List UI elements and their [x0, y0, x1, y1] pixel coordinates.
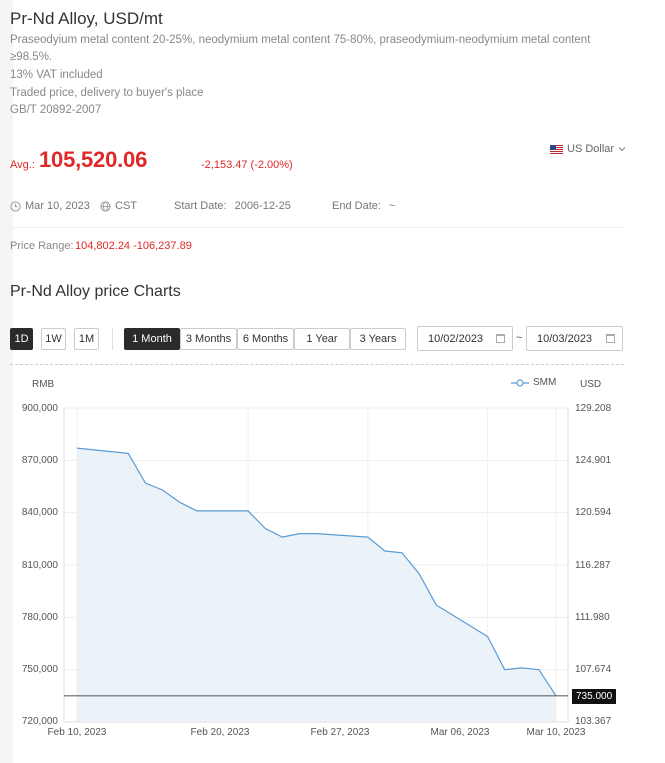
date-to-value: 10/03/2023 [537, 332, 593, 345]
x-tick: Feb 10, 2023 [47, 727, 107, 738]
page-scrollbar[interactable] [0, 0, 13, 763]
legend-label: SMM [533, 377, 557, 388]
y-tick-right: 129.208 [575, 403, 612, 414]
date-range-separator: ~ [516, 332, 523, 344]
x-tick: Feb 27, 2023 [310, 727, 370, 738]
left-axis-label: RMB [32, 379, 55, 390]
start-date-value: 2006-12-25 [234, 200, 291, 212]
y-tick-left: 780,000 [21, 612, 58, 623]
interval-1m-button[interactable]: 1M [74, 328, 99, 350]
product-description-line: GB/T 20892-2007 [10, 104, 102, 116]
y-tick-right: 124.901 [575, 455, 612, 466]
globe-icon [100, 200, 111, 212]
y-tick-left: 810,000 [21, 560, 58, 571]
x-tick: Mar 10, 2023 [526, 727, 586, 738]
price-change: -2,153.47 (-2.00%) [201, 159, 293, 171]
period-3-months-button[interactable]: 3 Months [180, 328, 237, 350]
product-description-line: Traded price, delivery to buyer's place [10, 87, 204, 99]
chart-divider [10, 364, 624, 365]
price-line [76, 447, 557, 697]
y-tick-right: 107.674 [575, 664, 612, 675]
product-description-line: 13% VAT included [10, 69, 103, 81]
period-1-month-button[interactable]: 1 Month [124, 328, 180, 350]
clock-icon [10, 200, 21, 212]
y-tick-left: 900,000 [21, 403, 58, 414]
calendar-icon [606, 334, 615, 343]
x-tick: Feb 20, 2023 [190, 727, 250, 738]
y-tick-right: 120.594 [575, 507, 612, 518]
date-to-input[interactable]: 10/03/2023 [526, 326, 623, 351]
date-from-input[interactable]: 10/02/2023 [417, 326, 513, 351]
price-date-value: Mar 10, 2023 [25, 200, 90, 212]
y-tick-left: 720,000 [21, 716, 58, 727]
avg-price-label: Avg.: [10, 159, 35, 171]
us-flag-icon [550, 144, 563, 154]
price-range-value: 104,802.24 -106,237.89 [75, 240, 192, 252]
charts-title: Pr-Nd Alloy price Charts [10, 283, 181, 300]
period-1-year-button[interactable]: 1 Year [294, 328, 350, 350]
avg-price-value: 105,520.06 [39, 147, 148, 172]
price-date: Mar 10, 2023 [10, 200, 90, 212]
timezone-value: CST [115, 200, 137, 212]
price-area [77, 448, 556, 722]
period-3-years-button[interactable]: 3 Years [350, 328, 406, 350]
reference-value-tag: 735.000 [572, 689, 617, 704]
product-title: Pr-Nd Alloy, USD/mt [10, 9, 163, 28]
y-tick-right: 116.287 [575, 560, 611, 571]
y-tick-left: 840,000 [21, 507, 58, 518]
x-tick: Mar 06, 2023 [430, 727, 490, 738]
y-tick-right: 111.980 [575, 612, 610, 623]
timezone: CST [100, 200, 137, 212]
date-from-value: 10/02/2023 [428, 332, 484, 345]
product-description-line: Praseodyium metal content 20-25%, neodym… [10, 34, 591, 46]
product-description-line: ≥98.5%. [10, 51, 53, 63]
button-group-divider [112, 328, 113, 350]
end-date-label: End Date: [332, 200, 381, 212]
period-6-months-button[interactable]: 6 Months [237, 328, 294, 350]
end-date-value: ~ [388, 200, 396, 212]
y-tick-left: 750,000 [21, 664, 58, 675]
start-date-label: Start Date: [174, 200, 227, 212]
chart-legend[interactable]: SMM [511, 377, 556, 388]
right-axis-label: USD [580, 379, 602, 390]
chevron-down-icon [618, 147, 626, 152]
y-tick-left: 870,000 [21, 455, 58, 466]
price-range-label: Price Range: [10, 240, 74, 252]
legend-line-icon [511, 378, 529, 387]
divider [10, 227, 624, 228]
currency-label: US Dollar [567, 143, 615, 155]
calendar-icon [496, 334, 505, 343]
interval-1w-button[interactable]: 1W [41, 328, 66, 350]
y-tick-right: 103.367 [575, 716, 612, 727]
start-date: Start Date: 2006-12-25 [174, 200, 291, 212]
end-date: End Date: ~ [332, 200, 395, 212]
interval-1d-button[interactable]: 1D [10, 328, 33, 350]
currency-selector[interactable]: US Dollar [550, 143, 626, 155]
